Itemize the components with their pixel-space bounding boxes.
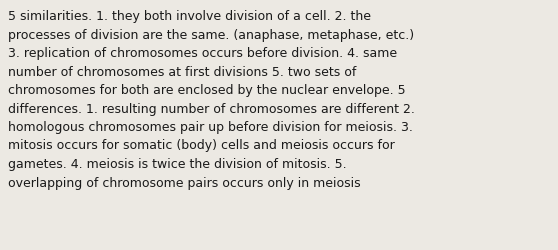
Text: 5 similarities. 1. they both involve division of a cell. 2. the
processes of div: 5 similarities. 1. they both involve div… (8, 10, 415, 189)
